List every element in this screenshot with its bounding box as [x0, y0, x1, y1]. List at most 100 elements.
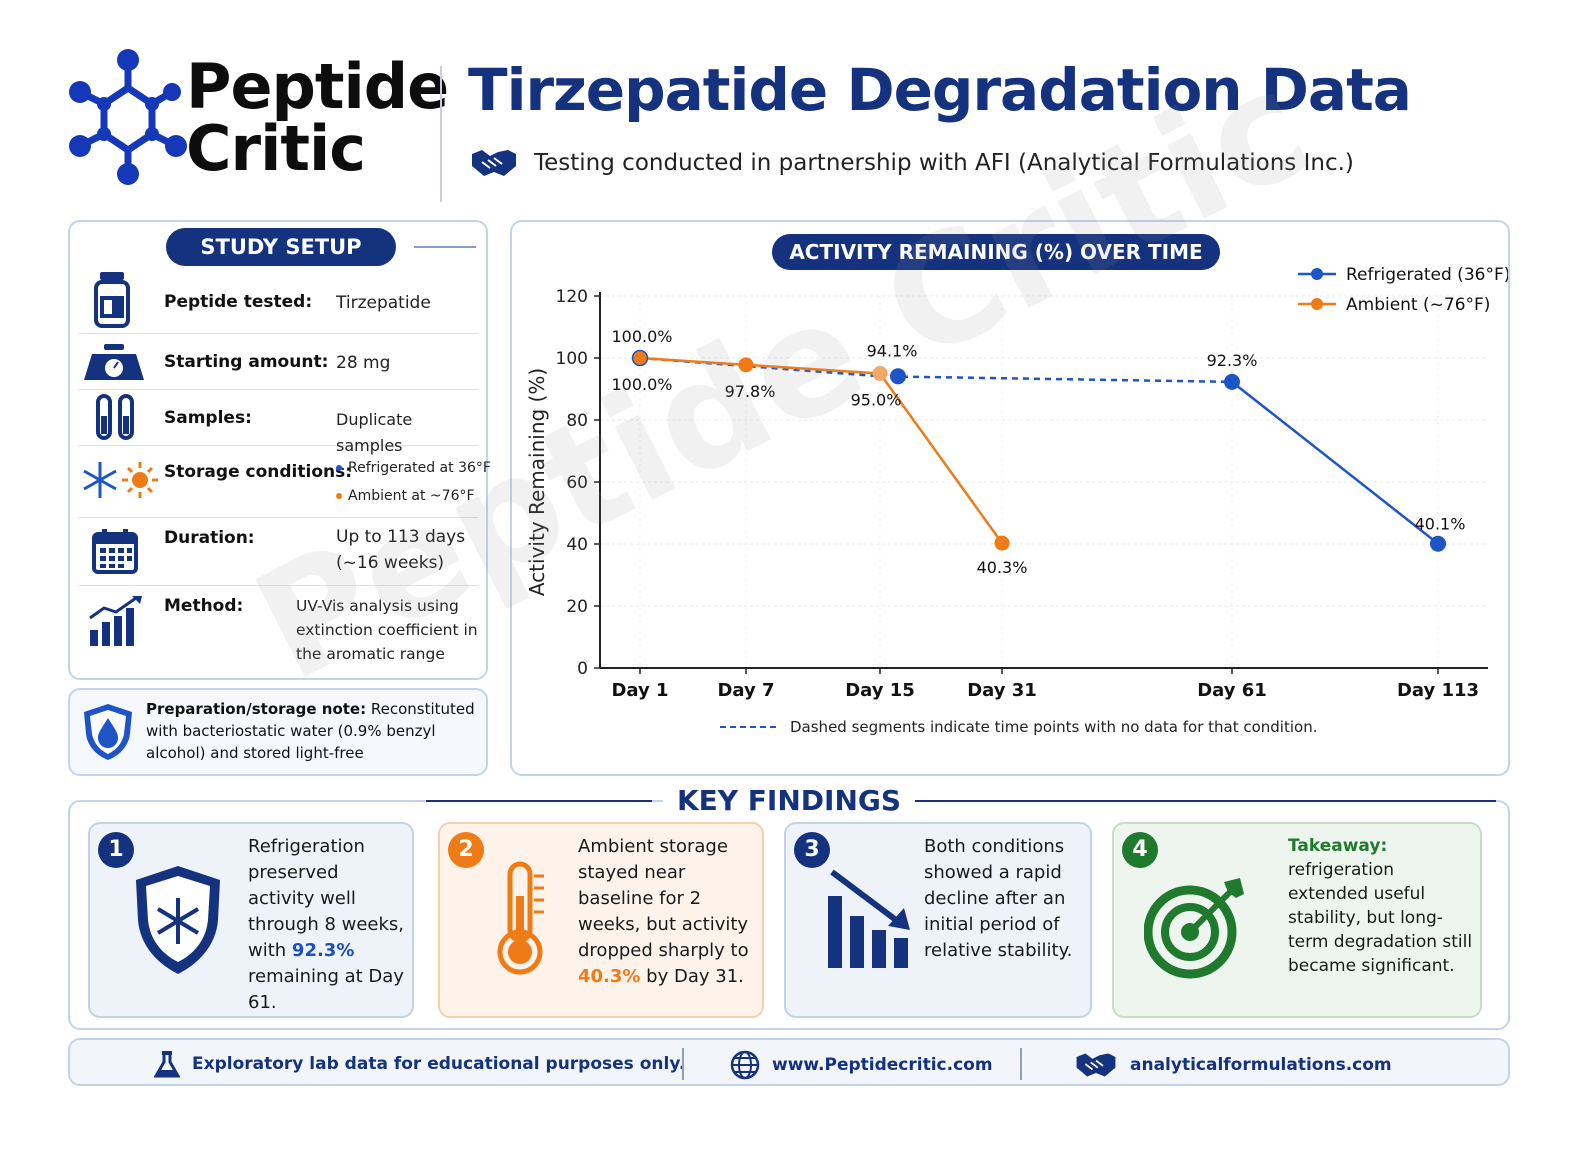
- flask-icon: [154, 1051, 180, 1078]
- logo: Peptide Critic: [68, 48, 449, 188]
- footer-disclaimer: Exploratory lab data for educational pur…: [154, 1050, 685, 1078]
- chart-footnote: Dashed segments indicate time points wit…: [790, 718, 1318, 736]
- ambient-data-label: 40.3%: [977, 558, 1028, 577]
- footer-site1[interactable]: www.Peptidecritic.com: [730, 1050, 993, 1080]
- chart-panel: ACTIVITY REMAINING (%) OVER TIME 0 20 40 60…: [510, 220, 1510, 776]
- setup-value: 28 mg: [336, 353, 391, 373]
- calendar-icon: [92, 529, 138, 574]
- logo-line1: Peptide: [186, 50, 449, 123]
- ambient-point: [738, 357, 754, 373]
- ambient-data-label: 95.0%: [851, 391, 902, 410]
- shield-snowflake-icon: [136, 866, 220, 974]
- card-highlight: 40.3%: [578, 966, 641, 987]
- key-findings-title: KEY FINDINGS: [662, 784, 916, 817]
- y-tick-label: 0: [577, 659, 588, 679]
- finding-card-4: 4 Takeaway: refrigeration extended usefu…: [1112, 822, 1482, 1018]
- storage-bullet: Ambient at ~76°F: [336, 482, 491, 510]
- note-label: Preparation/storage note:: [146, 700, 367, 718]
- refrigerated-point: [890, 368, 906, 385]
- ambient-segment: [639, 356, 747, 367]
- subtitle: Testing conducted in partnership with AF…: [534, 150, 1354, 176]
- shield-drop-icon: [84, 704, 132, 760]
- target-icon: [1144, 878, 1244, 979]
- setup-label: Samples:: [164, 408, 252, 428]
- line-chart: 0 20 40 60 80 100 120 Day 1 Day 7 Day 15 Day 31 Day…: [525, 265, 1508, 701]
- bar-growth-icon: [89, 596, 142, 646]
- setup-row-samples: Samples: Duplicate samples: [78, 390, 478, 455]
- setup-label: Starting amount:: [164, 352, 329, 372]
- x-tick-label: Day 15: [845, 680, 915, 701]
- study-setup-title: STUDY SETUP: [166, 228, 396, 266]
- legend-swatch-dot: [1311, 298, 1323, 310]
- card-highlight: Takeaway:: [1288, 836, 1388, 856]
- molecule-icon: [69, 49, 187, 185]
- footer-divider: [682, 1048, 684, 1080]
- storage-note-panel: Preparation/storage note: Reconstituted …: [68, 688, 488, 776]
- refrigerated-data-label: 100.0%: [611, 327, 672, 346]
- card-text: by Day 31.: [640, 966, 744, 987]
- setup-row-method: Method: UV-Vis analysis using extinction…: [78, 586, 478, 676]
- finding-card-3: 3 Both conditions showed a rapid decline…: [784, 822, 1092, 1018]
- header-divider: [440, 66, 442, 202]
- setup-value-line: the aromatic range: [296, 645, 445, 663]
- title-rule: [414, 246, 476, 248]
- card-text: Refrigeration preserved activity well th…: [248, 836, 405, 961]
- card-text: refrigeration extended useful stability,…: [1288, 860, 1473, 976]
- footer-divider: [1020, 1048, 1022, 1080]
- setup-value-line: extinction coefficient in: [296, 621, 478, 639]
- ambient-data-label: 100.0%: [611, 375, 672, 394]
- setup-label: Duration:: [164, 528, 255, 548]
- finding-card-1: 1 Refrigeration preserved activity well …: [88, 822, 414, 1018]
- dashed-line-key: [720, 726, 776, 728]
- refrigerated-data-label: 94.1%: [867, 341, 918, 360]
- orange-dot: [336, 493, 342, 499]
- y-tick-label: 120: [556, 287, 588, 307]
- refrigerated-data-label: 92.3%: [1207, 351, 1258, 370]
- card-number: 4: [1122, 832, 1158, 868]
- setup-row-storage: Storage conditions: Refrigerated at 36°F…: [78, 446, 491, 518]
- x-tick-label: Day 31: [967, 680, 1037, 701]
- kf-rule-right: [876, 800, 1496, 802]
- setup-value: Duplicate samples: [336, 410, 413, 455]
- footer-bar: Exploratory lab data for educational pur…: [68, 1038, 1510, 1086]
- x-tick-label: Day 1: [611, 680, 668, 701]
- site2-link[interactable]: analyticalformulations.com: [1130, 1055, 1392, 1075]
- y-tick-label: 100: [556, 349, 588, 369]
- y-tick-label: 20: [566, 597, 588, 617]
- disclaimer-text: Exploratory lab data for educational pur…: [192, 1054, 686, 1074]
- card-text: Ambient storage stayed near baseline for…: [578, 836, 749, 961]
- x-tick-label: Day 61: [1197, 680, 1267, 701]
- refrigerated-point: [631, 349, 649, 367]
- vial-icon: [94, 272, 130, 328]
- refrigerated-point: [1430, 535, 1446, 552]
- card-highlight: 92.3%: [291, 940, 355, 961]
- refrigerated-dashed-segment: [879, 375, 1233, 384]
- footer-site2[interactable]: analyticalformulations.com: [1074, 1050, 1392, 1080]
- y-tick-label: 40: [566, 535, 588, 555]
- setup-value: Tirzepatide: [336, 293, 431, 313]
- refrigerated-dashed-segment: [639, 356, 881, 378]
- card-text: remaining at Day 61.: [248, 966, 404, 1013]
- x-tick-label: Day 113: [1397, 680, 1479, 701]
- chart-footnote-row: Dashed segments indicate time points wit…: [720, 718, 1317, 736]
- globe-icon: [730, 1050, 760, 1080]
- refrigerated-data-label: 40.1%: [1415, 515, 1466, 534]
- chart-grid: [600, 295, 1488, 669]
- kf-rule-left: [426, 800, 652, 802]
- setup-row-duration: Duration: Up to 113 days (~16 weeks): [78, 518, 478, 586]
- setup-row-amount: Starting amount: 28 mg: [78, 334, 478, 390]
- handshake-icon: [472, 150, 516, 176]
- setup-value-line: Up to 113 days: [336, 527, 466, 547]
- storage-bullet: Refrigerated at 36°F: [336, 454, 491, 482]
- setup-value-line: UV-Vis analysis using: [296, 597, 459, 615]
- chart-series: 100.0% 100.0% 97.8% 94.1% 95.0% 40.3% 92.3% 40.…: [611, 327, 1465, 577]
- finding-card-2: 2 Ambient storage stayed near baseline f…: [438, 822, 764, 1018]
- refrigerated-segment: [1231, 380, 1439, 545]
- chart-axes: 0 20 40 60 80 100 120 Day 1 Day 7 Day 15 Day 31 Day…: [525, 287, 1488, 701]
- scale-icon: [84, 344, 144, 380]
- ambient-point: [872, 366, 888, 381]
- logo-line2: Critic: [186, 112, 366, 185]
- ambient-data-label: 97.8%: [725, 382, 776, 401]
- site1-link[interactable]: www.Peptidecritic.com: [772, 1055, 993, 1075]
- card-number: 2: [448, 832, 484, 868]
